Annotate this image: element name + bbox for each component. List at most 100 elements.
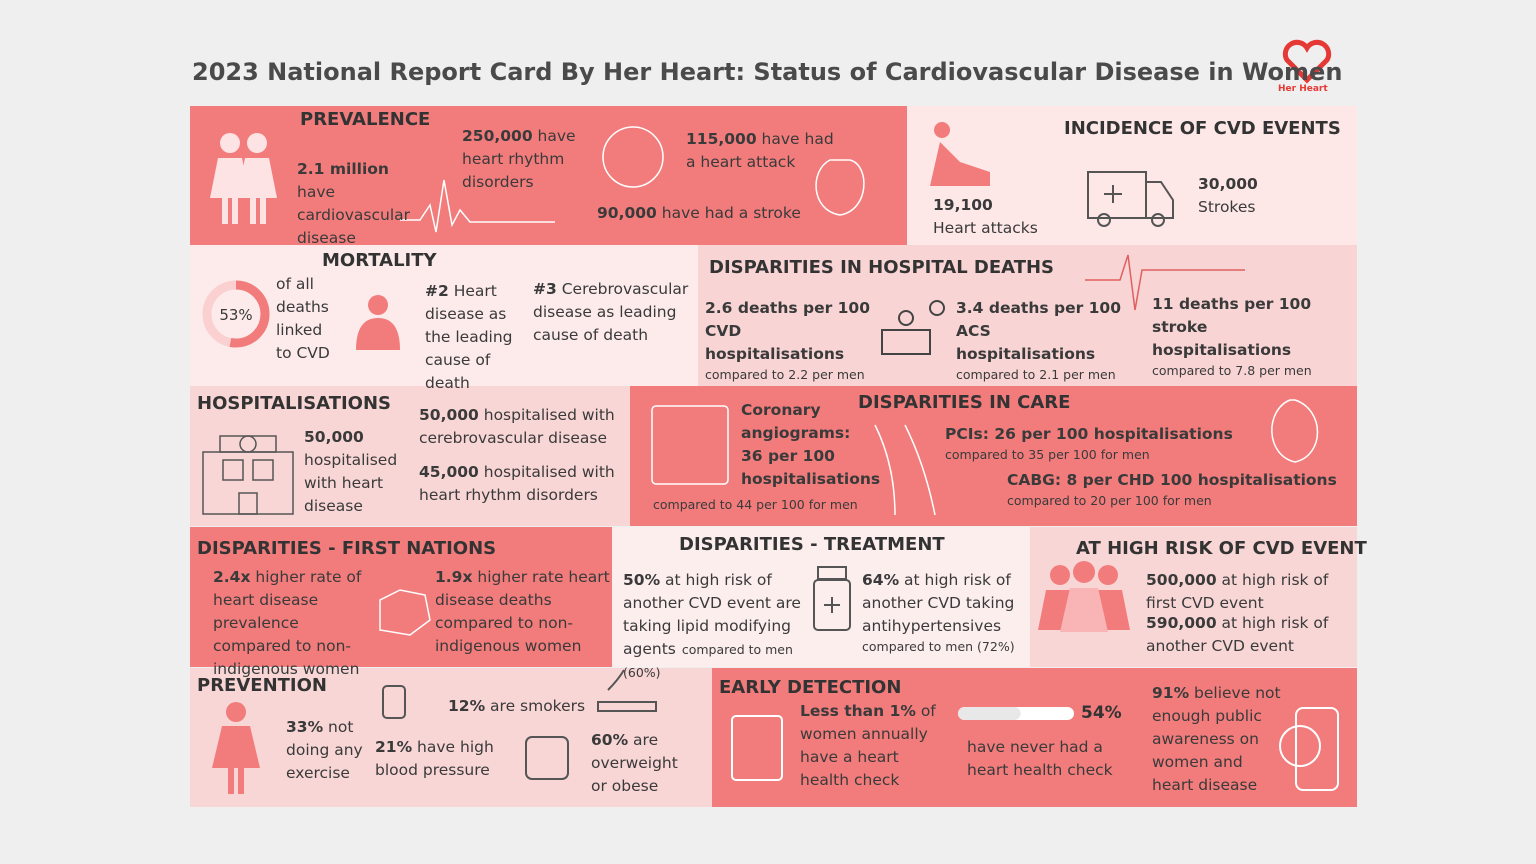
section-title: PREVENTION	[197, 675, 327, 696]
stat-figure: Less than 1%	[800, 702, 916, 720]
logo-heart	[1282, 39, 1332, 84]
stat-figure: #3	[533, 280, 557, 298]
stat-text: at high risk of another CVD event	[1146, 614, 1329, 655]
section-title: DISPARITIES IN HOSPITAL DEATHS	[709, 257, 1055, 278]
women-icon	[210, 133, 277, 224]
australia-icon	[379, 589, 431, 636]
stat-item: #2 Heart disease as the leading cause of…	[425, 280, 525, 395]
stat-item: #3 Cerebrovascular disease as leading ca…	[533, 278, 693, 347]
stat-note: compared to men (60%)	[623, 642, 793, 680]
bar-text: have never had a heart health check	[967, 738, 1113, 779]
page-title: 2023 National Report Card By Her Heart: …	[192, 58, 1343, 86]
stat-text: hospitalised with heart disease	[304, 451, 398, 515]
stat-figure: 2.1 million	[297, 160, 389, 178]
stat-item: 11 deaths per 100 stroke hospitalisation…	[1152, 293, 1347, 379]
stat-figure: 45,000	[419, 463, 479, 481]
stat-item: 33% not doing any exercise	[286, 716, 371, 785]
donut-text: of all deaths linked to CVD	[276, 275, 330, 362]
hospital-bed-icon	[881, 300, 945, 355]
stat-figure: 250,000	[462, 127, 533, 145]
stat-note: compared to 2.1 per men	[956, 367, 1116, 382]
panel-early-detection	[712, 668, 1357, 807]
stat-note: compared to 2.2 per men	[705, 367, 865, 382]
stat-figure: 91%	[1152, 684, 1190, 702]
stat-item: 45,000 hospitalised with heart rhythm di…	[419, 461, 624, 507]
stat-item: 590,000 at high risk of another CVD even…	[1146, 612, 1336, 658]
stat-figure: CABG: 8 per CHD 100 hospitalisations	[1007, 471, 1337, 489]
stat-item: 60% are overweight or obese	[591, 729, 691, 798]
stat-figure: 11 deaths per 100 stroke hospitalisation…	[1152, 295, 1312, 359]
stat-note: compared to men (72%)	[862, 639, 1015, 654]
stat-note: compared to 7.8 per men	[1152, 363, 1312, 378]
stat-text: hospitalised with heart rhythm disorders	[419, 463, 615, 504]
women-group-icon	[1038, 561, 1130, 632]
section-title: DISPARITIES - TREATMENT	[679, 534, 945, 555]
panel-treatment	[612, 527, 1030, 667]
heartbeat-line	[400, 179, 555, 233]
heart-icon	[815, 159, 865, 216]
section-title: AT HIGH RISK OF CVD EVENT	[1076, 538, 1367, 559]
pill-bottle-icon	[813, 566, 851, 631]
stat-figure: 12%	[448, 697, 486, 715]
cpr-icon	[930, 122, 990, 186]
stat-item: 250,000 have heart rhythm disorders	[462, 125, 602, 194]
stat-item: PCIs: 26 per 100 hospitalisations compare…	[945, 423, 1265, 463]
stat-figure: 115,000	[686, 130, 757, 148]
panel-hospitalisations	[190, 386, 630, 526]
stat-figure: 90,000	[597, 204, 657, 222]
donut-label: 53%	[219, 306, 252, 324]
stat-text: believe not enough public awareness on w…	[1152, 684, 1281, 794]
stat-figure: 64%	[862, 571, 900, 589]
stat-item: 115,000 have had a heart attack	[686, 128, 836, 174]
brain-icon	[602, 126, 664, 188]
stat-item: 50,000 hospitalised with heart disease	[304, 426, 409, 518]
stat-text: at high risk of first CVD event	[1146, 571, 1329, 612]
stat-figure: 2.4x	[213, 568, 251, 586]
stat-text: higher rate heart disease deaths compare…	[435, 568, 610, 655]
ecg-line	[1085, 254, 1245, 311]
stat-text: Heart attacks	[933, 219, 1038, 237]
detection-icons	[731, 707, 1339, 791]
section-title: PREVALENCE	[300, 109, 431, 130]
stat-item: 90,000 have had a stroke	[597, 202, 812, 225]
hospital-icon	[202, 435, 294, 515]
bar-value	[958, 707, 1021, 720]
panel-prevention	[190, 668, 712, 807]
stat-figure: 2.6 deaths per 100 CVD hospitalisations	[705, 299, 870, 363]
bar-label: 54%	[1081, 703, 1122, 723]
stat-text: are smokers	[485, 697, 586, 715]
stat-item: Less than 1% of women annually have a he…	[800, 700, 940, 792]
stat-note: compared to 44 per 100 for men	[653, 497, 858, 512]
stat-text: at high risk of another CVD taking antih…	[862, 571, 1015, 635]
section-title: INCIDENCE OF CVD EVENTS	[1064, 118, 1341, 139]
stat-item: 91% believe not enough public awareness …	[1152, 682, 1287, 797]
stat-figure: #2	[425, 282, 449, 300]
stat-text: Strokes	[1198, 198, 1256, 216]
stat-item: Coronary angiograms: 36 per 100 hospital…	[741, 399, 880, 491]
panel-first-nations	[190, 527, 612, 667]
stat-item: 50,000 hospitalised with cerebrovascular…	[419, 404, 624, 450]
section-title: EARLY DETECTION	[719, 677, 902, 698]
stat-item: CABG: 8 per CHD 100 hospitalisations comp…	[1007, 469, 1337, 509]
stat-item: 21% have high blood pressure	[375, 736, 505, 782]
stat-text: have heart rhythm disorders	[462, 127, 576, 191]
stat-item: 2.1 million have cardiovascular disease	[297, 158, 427, 250]
stat-figure: 30,000	[1198, 175, 1258, 193]
stat-figure: 60%	[591, 731, 629, 749]
section-title: DISPARITIES IN CARE	[858, 392, 1071, 413]
artery-icon	[874, 424, 936, 516]
stat-text: Heart disease as the leading cause of de…	[425, 282, 513, 392]
stat-figure: 1.9x	[435, 568, 473, 586]
stat-item: 64% at high risk of another CVD taking a…	[862, 569, 1027, 655]
stat-item: 19,100 Heart attacks	[933, 194, 1053, 240]
section-title: DISPARITIES - FIRST NATIONS	[197, 538, 497, 559]
panel-care	[630, 386, 1357, 526]
donut-value	[202, 280, 270, 348]
stat-figure: 50,000	[304, 428, 364, 446]
stat-text: Cerebrovascular disease as leading cause…	[533, 280, 689, 344]
prevention-icons	[382, 669, 657, 780]
stat-figure: 500,000	[1146, 571, 1217, 589]
xray-icon	[651, 405, 729, 485]
